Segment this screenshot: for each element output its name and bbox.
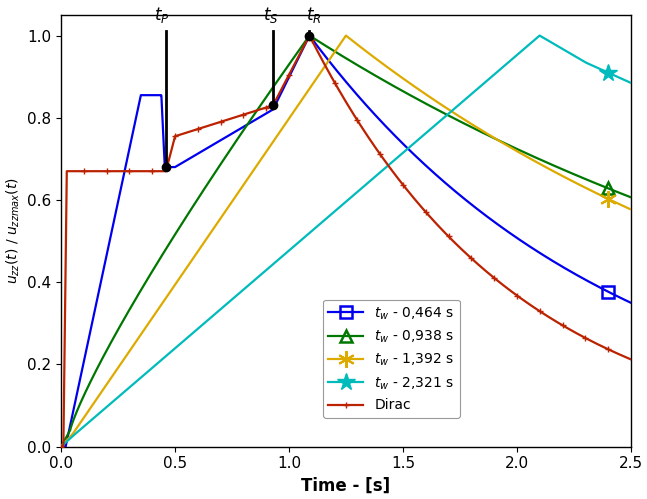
Legend: $t_w$ - 0,464 s, $t_w$ - 0,938 s, $t_w$ - 1,392 s, $t_w$ - 2,321 s, Dirac: $t_w$ - 0,464 s, $t_w$ - 0,938 s, $t_w$ …: [323, 299, 460, 418]
Y-axis label: $u_{zz}(t)$ / $u_{zzmax}(t)$: $u_{zz}(t)$ / $u_{zzmax}(t)$: [4, 178, 21, 284]
X-axis label: Time - [s]: Time - [s]: [302, 477, 391, 495]
Text: $t_P$: $t_P$: [153, 5, 169, 25]
Text: $t_R$: $t_R$: [306, 5, 322, 25]
Text: $t_S$: $t_S$: [263, 5, 278, 25]
